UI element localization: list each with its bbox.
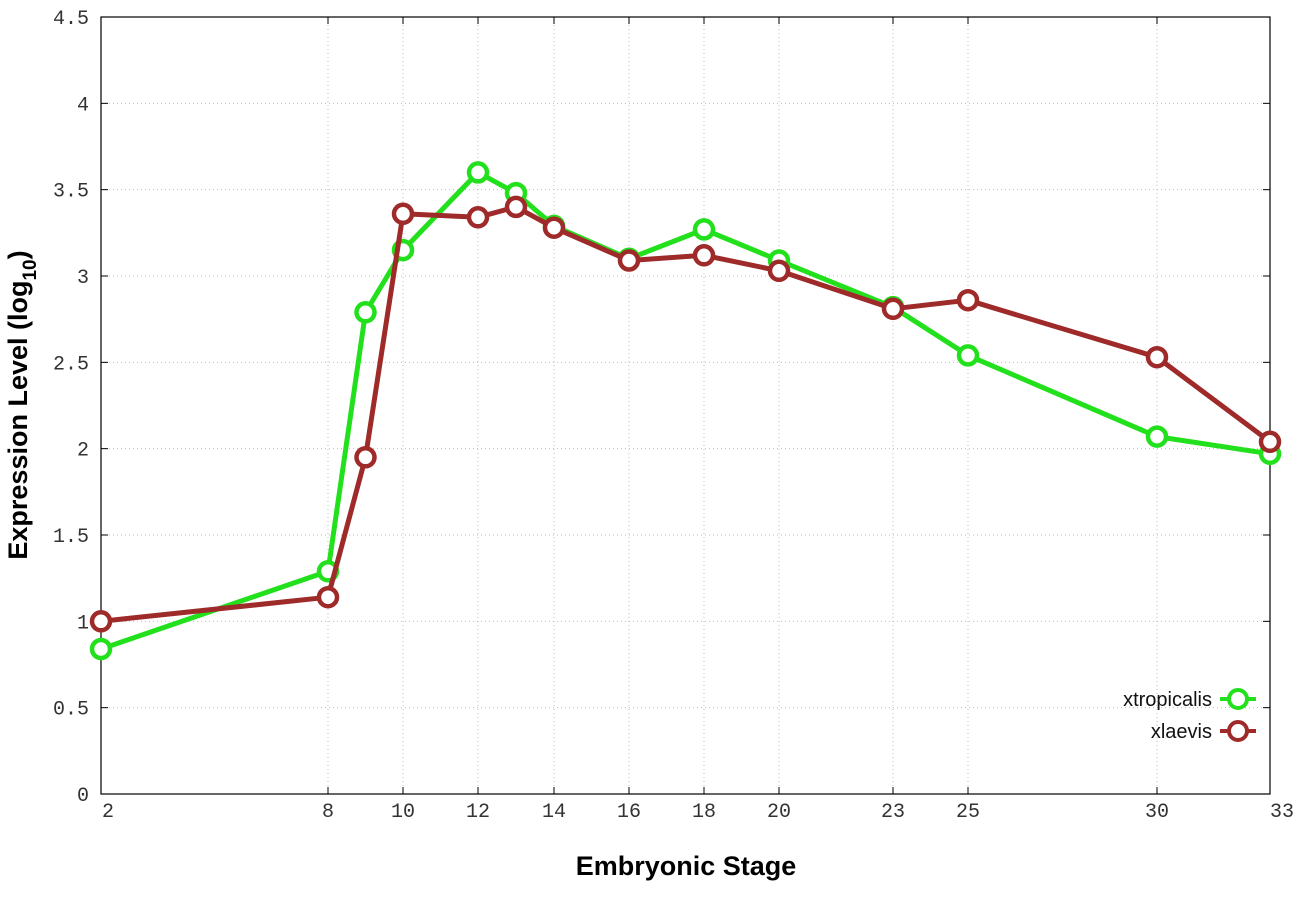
x-tick-label: 33: [1270, 801, 1294, 824]
y-axis-title-subscript: 10: [20, 259, 41, 280]
y-tick-label: 1.5: [53, 526, 89, 549]
y-axis-title: Expression Level (log10): [3, 250, 41, 559]
legend-label-xtropicalis: xtropicalis: [1123, 689, 1212, 711]
data-point-xlaevis: [316, 585, 340, 609]
series-line-xtropicalis: [98, 169, 1273, 652]
x-tick-label: 14: [542, 801, 566, 824]
data-point-xlaevis: [767, 259, 791, 283]
y-axis-title-suffix: ): [3, 250, 33, 259]
series-layer: [89, 161, 1282, 661]
x-tick-label: 12: [466, 801, 490, 824]
legend-swatch-xlaevis-marker: [1227, 720, 1249, 742]
data-point-xlaevis: [1145, 345, 1169, 369]
data-point-xlaevis: [1258, 430, 1282, 454]
data-point-xlaevis: [692, 244, 716, 267]
x-tick-label: 8: [322, 801, 334, 824]
data-point-xlaevis: [881, 297, 905, 321]
legend: xtropicalis xlaevis: [1123, 688, 1256, 743]
y-axis-title-main: Expression Level (log: [3, 281, 33, 560]
data-point-xtropicalis: [956, 344, 980, 367]
y-tick-label: 3.5: [53, 181, 89, 204]
data-point-xtropicalis: [692, 218, 716, 241]
y-tick-label: 2: [77, 440, 89, 463]
x-tick-label: 20: [767, 801, 791, 824]
series-xtropicalis: [89, 161, 1282, 661]
legend-label-xlaevis: xlaevis: [1151, 721, 1212, 743]
data-point-xlaevis: [391, 202, 415, 226]
x-axis-title: Embryonic Stage: [576, 851, 797, 881]
series-xlaevis: [89, 195, 1282, 633]
x-tick-label: 2: [102, 801, 114, 824]
data-point-xtropicalis: [89, 637, 113, 661]
y-tick-label: 0: [77, 785, 89, 808]
data-point-xlaevis: [354, 446, 377, 469]
data-point-xlaevis: [504, 195, 528, 219]
data-point-xtropicalis: [354, 301, 377, 324]
x-tick-label: 10: [391, 801, 415, 824]
x-tick-label: 23: [881, 801, 905, 824]
data-point-xtropicalis: [466, 161, 490, 184]
data-point-xlaevis: [956, 288, 980, 312]
y-tick-label: 1: [77, 612, 89, 635]
y-tick-label: 3: [77, 267, 89, 290]
data-point-xlaevis: [617, 249, 641, 272]
y-tick-label: 4: [77, 94, 89, 117]
axis-ticks: 2 8 10 12 14 16 18 20 23 25 30 33 0 0.5 1 1.5 2 2.5 3 3.5 4 4…: [53, 8, 1294, 824]
y-tick-label: 4.5: [53, 8, 89, 31]
data-point-xlaevis: [542, 216, 566, 239]
y-tick-label: 0.5: [53, 699, 89, 722]
y-tick-label: 2.5: [53, 353, 89, 376]
data-point-xlaevis: [466, 206, 490, 229]
grid: [101, 17, 1270, 794]
plot-frame: [100, 16, 1271, 795]
x-tick-label: 25: [956, 801, 980, 824]
series-line-xlaevis: [98, 204, 1273, 624]
data-point-xlaevis: [89, 610, 113, 633]
legend-swatch-xtropicalis-marker: [1227, 688, 1249, 710]
data-point-xtropicalis: [1145, 425, 1169, 448]
x-tick-label: 16: [617, 801, 641, 824]
x-tick-label: 18: [692, 801, 716, 824]
x-tick-label: 30: [1145, 801, 1169, 824]
